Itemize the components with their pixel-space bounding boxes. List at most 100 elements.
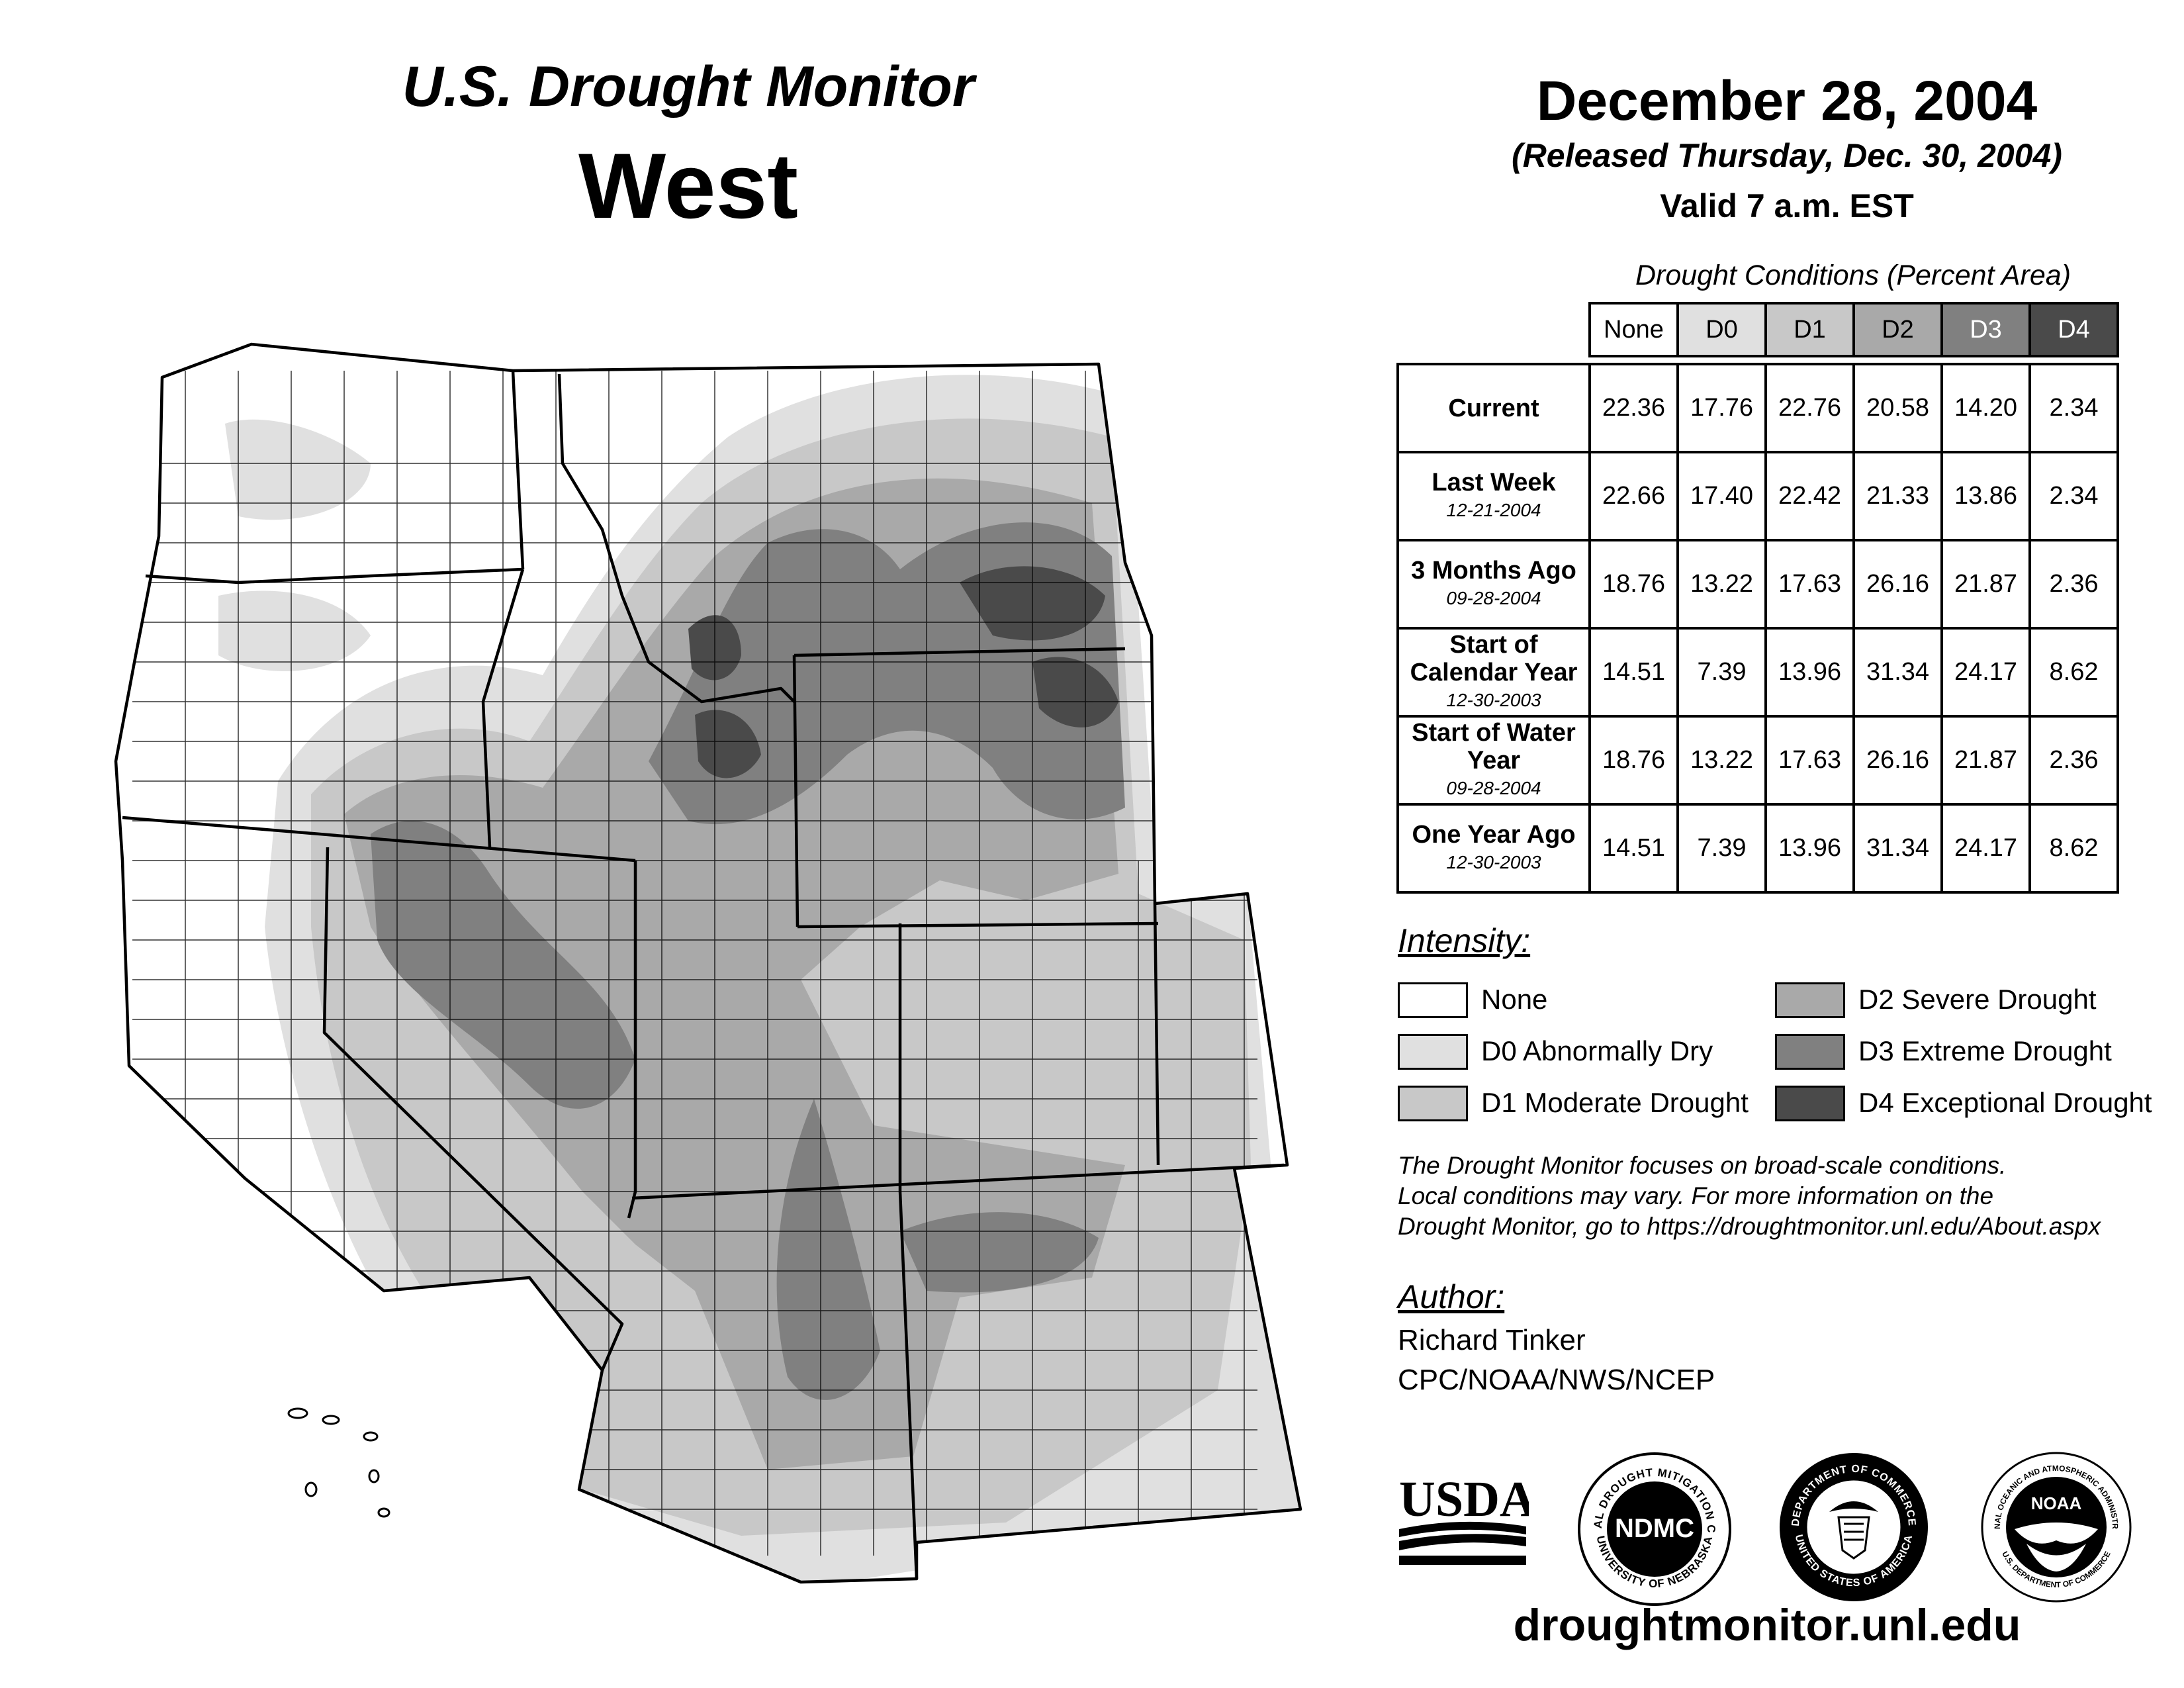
table-cell: 17.40 — [1676, 451, 1767, 541]
region-d0 — [225, 419, 371, 520]
row-label: Current — [1396, 363, 1591, 453]
row-label: 3 Months Ago 09-28-2004 — [1396, 539, 1591, 630]
legend-swatch — [1398, 1086, 1468, 1121]
table-header-row: None D0 D1 D2 D3 D4 — [1398, 302, 2119, 357]
legend-label: D3 Extreme Drought — [1858, 1035, 2112, 1066]
usda-logo: USDA — [1399, 1472, 1529, 1565]
wa-id-border — [511, 370, 525, 570]
legend-label: D1 Moderate Drought — [1481, 1087, 1749, 1118]
valid-time: Valid 7 a.m. EST — [1660, 187, 1914, 224]
map-date: December 28, 2004 — [1536, 70, 2038, 132]
note-line: Local conditions may vary. For more info… — [1398, 1182, 1994, 1209]
header-blank — [1398, 303, 1590, 356]
table-row: 3 Months Ago 09-28-2004 18.76 13.22 17.63… — [1396, 539, 2119, 630]
drought-map — [114, 342, 1302, 1584]
ndmc-logo-text: NDMC — [1615, 1514, 1694, 1543]
noaa-logo-text: NOAA — [2031, 1493, 2082, 1513]
mt-wy-border — [794, 647, 1126, 657]
table-cell: 26.16 — [1852, 539, 1943, 630]
table-cell: 26.16 — [1852, 715, 1943, 806]
region-d4 — [1032, 657, 1118, 727]
table-cell: 31.34 — [1852, 627, 1943, 718]
table-cell: 17.76 — [1676, 363, 1767, 453]
table-cell: 2.34 — [2028, 451, 2119, 541]
table-cell: 2.34 — [2028, 363, 2119, 453]
table-cell: 22.42 — [1764, 451, 1855, 541]
author-title: Author: — [1398, 1278, 1505, 1315]
disclaimer-note: The Drought Monitor focuses on broad-sca… — [1398, 1150, 2179, 1242]
table-row: Current 22.36 17.76 22.76 20.58 14.20 2.… — [1396, 363, 2119, 453]
table-cell: 18.76 — [1588, 539, 1679, 630]
table-cell: 20.58 — [1852, 363, 1943, 453]
table-spacer — [1398, 355, 2118, 365]
col-header-d2: D2 — [1852, 302, 1943, 357]
west-outline — [114, 342, 1302, 1584]
table-cell: 2.36 — [2028, 539, 2119, 630]
co-east-border — [1153, 903, 1160, 1166]
release-date: (Released Thursday, Dec. 30, 2004) — [1512, 137, 2062, 174]
region-d3 — [900, 1212, 1099, 1293]
wy-south-border — [797, 921, 1159, 929]
table-cell: 14.51 — [1588, 803, 1679, 894]
col-header-d0: D0 — [1676, 302, 1767, 357]
conditions-table: None D0 D1 D2 D3 D4 Current 22.36 17.76 … — [1396, 302, 2119, 894]
table-cell: 21.87 — [1940, 715, 2031, 806]
table-cell: 14.20 — [1940, 363, 2031, 453]
table-cell: 22.36 — [1588, 363, 1679, 453]
col-header-none: None — [1588, 302, 1679, 357]
state-boundaries — [114, 342, 1302, 1584]
table-cell: 7.39 — [1676, 627, 1767, 718]
legend-swatch — [1775, 982, 1845, 1018]
table-cell: 2.36 — [2028, 715, 2119, 806]
table-cell: 13.96 — [1764, 803, 1855, 894]
table-cell: 13.22 — [1676, 715, 1767, 806]
county-lines — [132, 371, 1257, 1556]
doc-seal: DEPARTMENT OF COMMERCE UNITED STATES OF … — [1780, 1453, 1928, 1601]
table-row: Start of Water Year 09-28-2004 18.76 13.2… — [1396, 715, 2119, 806]
col-header-d3: D3 — [1940, 302, 2031, 357]
legend-label: D2 Severe Drought — [1858, 984, 2097, 1015]
region-d4 — [695, 710, 761, 778]
table-row: Start of Calendar Year 12-30-2003 14.51 7… — [1396, 627, 2119, 718]
row-label: Last Week 12-21-2004 — [1396, 451, 1591, 541]
usda-logo-text: USDA — [1399, 1472, 1529, 1527]
author-name: Richard Tinker — [1398, 1324, 1586, 1356]
table-cell: 24.17 — [1940, 803, 2031, 894]
legend-label: D0 Abnormally Dry — [1481, 1035, 1713, 1066]
table-cell: 21.87 — [1940, 539, 2031, 630]
row-label: Start of Water Year 09-28-2004 — [1396, 715, 1591, 806]
row-label: One Year Ago 12-30-2003 — [1396, 803, 1591, 894]
table-cell: 13.86 — [1940, 451, 2031, 541]
website-url: droughtmonitor.unl.edu — [1513, 1600, 2021, 1650]
id-mt-border — [557, 373, 796, 704]
legend-swatch — [1398, 1034, 1468, 1070]
table-cell: 22.76 — [1764, 363, 1855, 453]
nv-ut-border — [627, 861, 637, 1219]
legend-title: Intensity: — [1398, 922, 1531, 959]
ndmc-logo: NATIONAL DROUGHT MITIGATION CENTER UNIVE… — [1575, 1450, 1731, 1606]
table-cell: 22.66 — [1588, 451, 1679, 541]
ca-nv-border — [322, 847, 624, 1371]
legend-label: None — [1481, 984, 1548, 1015]
wy-west-border — [792, 655, 799, 927]
table-cell: 24.17 — [1940, 627, 2031, 718]
drought-shading — [116, 344, 1300, 1582]
four-corners-border — [631, 1163, 1285, 1200]
table-cell: 7.39 — [1676, 803, 1767, 894]
wa-or-border — [145, 567, 523, 585]
col-header-d1: D1 — [1764, 302, 1855, 357]
table-cell: 31.34 — [1852, 803, 1943, 894]
note-line: Drought Monitor, go to https://droughtmo… — [1398, 1213, 2101, 1240]
region-d3 — [776, 1099, 880, 1400]
map-title-region: West — [578, 134, 798, 238]
legend-swatch — [1398, 982, 1468, 1018]
col-header-d4: D4 — [2028, 302, 2119, 357]
table-cell: 17.63 — [1764, 715, 1855, 806]
table-cell: 13.96 — [1764, 627, 1855, 718]
map-title-sub: U.S. Drought Monitor — [402, 55, 975, 118]
table-cell: 8.62 — [2028, 803, 2119, 894]
region-d0 — [218, 590, 371, 671]
legend-label: D4 Exceptional Drought — [1858, 1087, 2152, 1118]
table-caption: Drought Conditions (Percent Area) — [1635, 259, 2071, 291]
noaa-logo: NATIONAL OCEANIC AND ATMOSPHERIC ADMINIS… — [1980, 1451, 2132, 1603]
